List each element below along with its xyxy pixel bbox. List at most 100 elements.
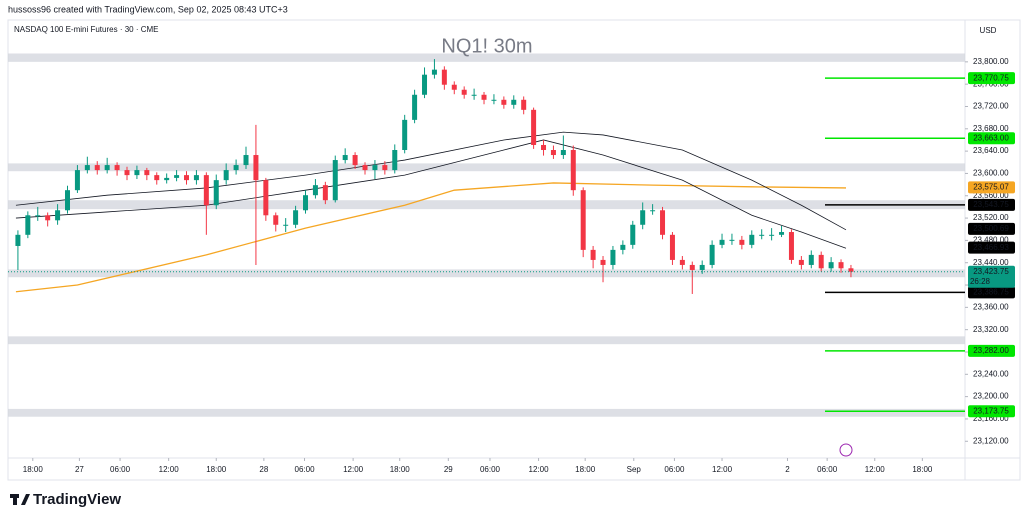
candle-body bbox=[481, 94, 487, 100]
candle-body bbox=[263, 180, 269, 216]
candle-body bbox=[650, 210, 656, 212]
price-label-bg bbox=[968, 222, 1015, 235]
x-tick-label: 12:00 bbox=[529, 465, 550, 474]
candle-body bbox=[441, 69, 447, 85]
candle-body bbox=[144, 170, 150, 176]
candle-body bbox=[114, 165, 120, 171]
candle-body bbox=[590, 249, 596, 260]
candle-body bbox=[293, 210, 299, 225]
candle-body bbox=[818, 254, 824, 269]
candle-body bbox=[164, 177, 170, 181]
candle-body bbox=[84, 165, 90, 171]
candle-body bbox=[253, 155, 259, 181]
y-tick-label: 23,200.00 bbox=[973, 392, 1009, 401]
candle-body bbox=[55, 210, 61, 221]
x-tick-label: 28 bbox=[259, 465, 268, 474]
candle-body bbox=[382, 165, 388, 171]
x-tick-label: 27 bbox=[75, 465, 84, 474]
y-tick-label: 23,480.00 bbox=[973, 236, 1009, 245]
logo bbox=[10, 494, 30, 505]
candle-body bbox=[471, 94, 477, 96]
price-label-bg bbox=[968, 286, 1015, 299]
candle-body bbox=[233, 165, 239, 171]
x-tick-label: 06:00 bbox=[295, 465, 316, 474]
candle-body bbox=[25, 215, 31, 235]
x-tick-label: 18:00 bbox=[912, 465, 933, 474]
y-tick-label: 23,160.00 bbox=[973, 414, 1009, 423]
candle-body bbox=[779, 232, 785, 235]
candle-body bbox=[491, 99, 497, 101]
candle-body bbox=[174, 175, 180, 178]
candle-body bbox=[709, 244, 715, 265]
y-tick-label: 23,720.00 bbox=[973, 102, 1009, 111]
candle-body bbox=[15, 234, 21, 246]
candle-body bbox=[213, 180, 219, 206]
candle-body bbox=[511, 99, 517, 105]
candle-body bbox=[640, 210, 646, 225]
candle-body bbox=[65, 190, 71, 211]
candle-body bbox=[719, 239, 725, 245]
candle-body bbox=[243, 155, 249, 166]
price-label-bg bbox=[968, 198, 1015, 211]
candle-body bbox=[223, 170, 229, 181]
zone bbox=[8, 269, 965, 278]
event-icon[interactable] bbox=[839, 443, 853, 457]
candle-body bbox=[531, 109, 537, 145]
candle-body bbox=[729, 239, 735, 241]
price-label: 23,500.69 bbox=[973, 224, 1009, 233]
candle-body bbox=[660, 210, 666, 235]
candle-body bbox=[570, 150, 576, 191]
indicator-line bbox=[15, 131, 847, 231]
y-tick-label: 23,320.00 bbox=[973, 325, 1009, 334]
last-price-label: 23,423.75 bbox=[973, 267, 1009, 276]
candle-body bbox=[600, 259, 606, 265]
x-tick-label: 2 bbox=[785, 465, 790, 474]
x-tick-label: 12:00 bbox=[159, 465, 180, 474]
candle-body bbox=[184, 175, 190, 181]
candle-body bbox=[580, 190, 586, 250]
y-tick-label: 23,520.00 bbox=[973, 213, 1009, 222]
currency: USD bbox=[980, 26, 997, 35]
y-tick-label: 23,800.00 bbox=[973, 57, 1009, 66]
candle-body bbox=[322, 185, 328, 201]
price-label: 23,173.75 bbox=[973, 406, 1009, 415]
indicator-line bbox=[15, 182, 847, 293]
candle-body bbox=[669, 234, 675, 260]
candle-body bbox=[848, 268, 854, 272]
candle-body bbox=[312, 185, 318, 196]
candle-body bbox=[828, 262, 834, 269]
price-label-bg bbox=[968, 405, 1015, 418]
watermark: NQ1! 30m bbox=[441, 35, 532, 57]
candle-body bbox=[769, 234, 775, 236]
x-tick-label: 06:00 bbox=[480, 465, 501, 474]
zone bbox=[8, 200, 965, 210]
candle-body bbox=[203, 175, 209, 206]
candle-body bbox=[104, 165, 110, 171]
price-label: 23,543.75 bbox=[973, 200, 1009, 209]
zone bbox=[8, 336, 965, 345]
price-label-bg bbox=[968, 132, 1015, 145]
candle-body bbox=[283, 224, 289, 226]
candle-body bbox=[541, 144, 547, 151]
candle-body bbox=[134, 170, 140, 176]
candle-body bbox=[35, 215, 41, 217]
candle-body bbox=[193, 175, 199, 181]
x-tick-label: Sep bbox=[627, 465, 642, 474]
x-tick-label: 18:00 bbox=[390, 465, 411, 474]
candle-body bbox=[94, 165, 100, 171]
candle-body bbox=[689, 264, 695, 270]
candle-body bbox=[521, 99, 527, 110]
x-tick-label: 06:00 bbox=[110, 465, 131, 474]
candle-body bbox=[352, 155, 358, 166]
candle-body bbox=[759, 234, 765, 236]
candle-body bbox=[392, 150, 398, 171]
y-tick-label: 23,120.00 bbox=[973, 436, 1009, 445]
background-layer bbox=[8, 53, 965, 417]
x-tick-label: 18:00 bbox=[23, 465, 44, 474]
price-label: 23,466.93 bbox=[973, 243, 1009, 252]
credit: hussoss96 created with TradingView.com, … bbox=[8, 4, 288, 14]
candle-body bbox=[739, 239, 745, 245]
price-label-bg bbox=[968, 344, 1015, 357]
